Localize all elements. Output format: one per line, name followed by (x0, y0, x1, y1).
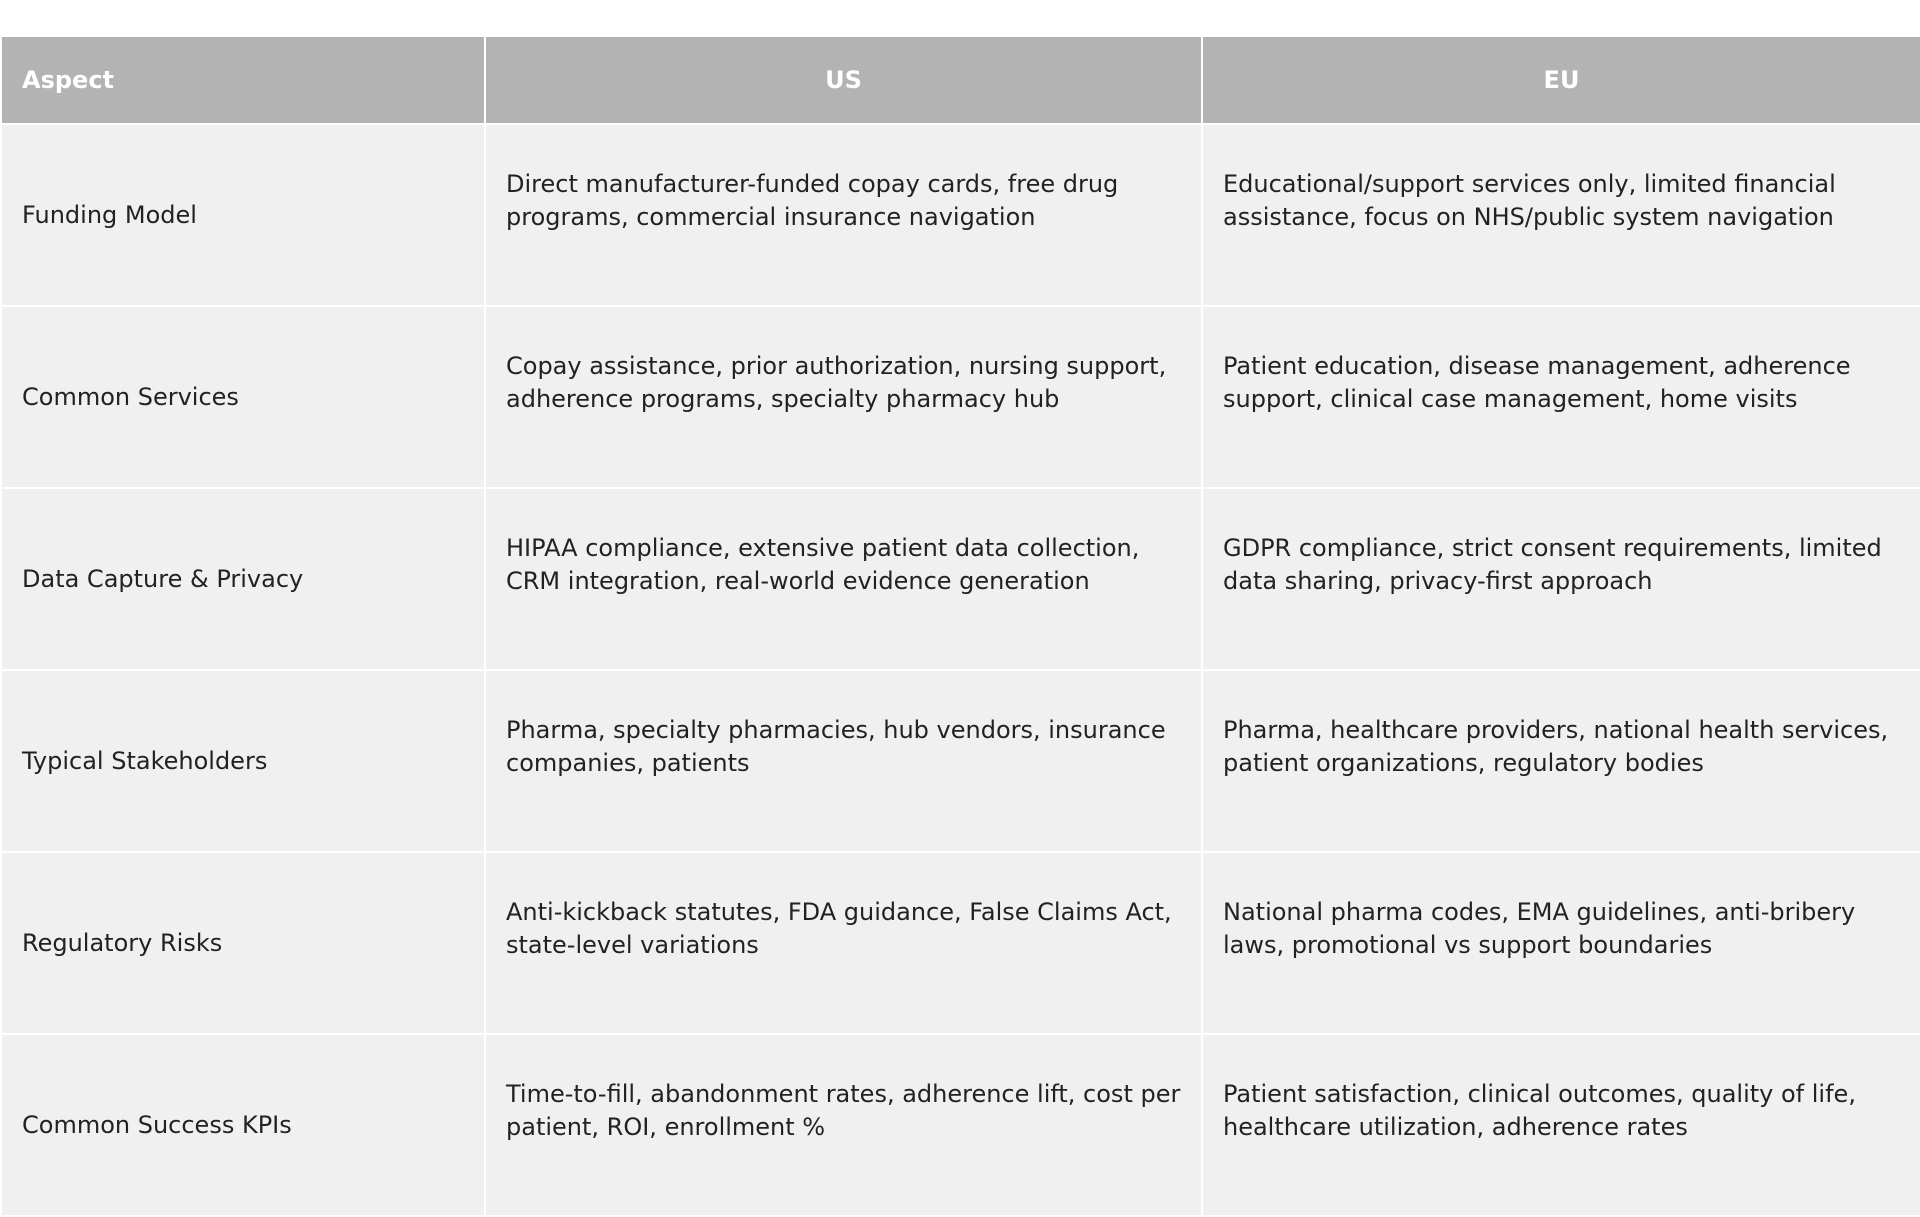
aspect-cell: Data Capture & Privacy (0, 487, 486, 671)
page: Aspect US EU Funding Model Direct manufactu… (0, 35, 1920, 1217)
aspect-cell: Typical Stakeholders (0, 669, 486, 853)
aspect-cell: Common Services (0, 305, 486, 489)
header-cell: Aspect (0, 35, 486, 125)
table-row: Regulatory Risks Anti-kickback statutes, … (0, 851, 1920, 1035)
aspect-cell: Regulatory Risks (0, 851, 486, 1035)
table-header: Aspect US EU (0, 35, 1920, 125)
detail-cell: HIPAA compliance, extensive patient data… (484, 487, 1203, 671)
table-row: Funding Model Direct manufacturer-funded … (0, 123, 1920, 307)
aspect-cell: Common Success KPIs (0, 1033, 486, 1217)
detail-cell: Patient satisfaction, clinical outcomes,… (1201, 1033, 1920, 1217)
detail-cell: Pharma, specialty pharmacies, hub vendor… (484, 669, 1203, 853)
table-row: Common Success KPIs Time-to-fill, abandon… (0, 1033, 1920, 1217)
table-row: Typical Stakeholders Pharma, specialty ph… (0, 669, 1920, 853)
detail-cell: Pharma, healthcare providers, national h… (1201, 669, 1920, 853)
header-cell: US (484, 35, 1203, 125)
table-row: Data Capture & Privacy HIPAA compliance, … (0, 487, 1920, 671)
detail-cell: Patient education, disease management, a… (1201, 305, 1920, 489)
comparison-table: Aspect US EU Funding Model Direct manufactu… (0, 35, 1920, 1217)
aspect-cell: Funding Model (0, 123, 486, 307)
detail-cell: Direct manufacturer-funded copay cards, … (484, 123, 1203, 307)
detail-cell: Copay assistance, prior authorization, n… (484, 305, 1203, 489)
detail-cell: Time-to-fill, abandonment rates, adheren… (484, 1033, 1203, 1217)
header-cell: EU (1201, 35, 1920, 125)
header-row: Aspect US EU (0, 35, 1920, 125)
detail-cell: GDPR compliance, strict consent requirem… (1201, 487, 1920, 671)
table-body: Funding Model Direct manufacturer-funded … (0, 123, 1920, 1217)
detail-cell: National pharma codes, EMA guidelines, a… (1201, 851, 1920, 1035)
detail-cell: Anti-kickback statutes, FDA guidance, Fa… (484, 851, 1203, 1035)
table-row: Common Services Copay assistance, prior a… (0, 305, 1920, 489)
detail-cell: Educational/support services only, limit… (1201, 123, 1920, 307)
